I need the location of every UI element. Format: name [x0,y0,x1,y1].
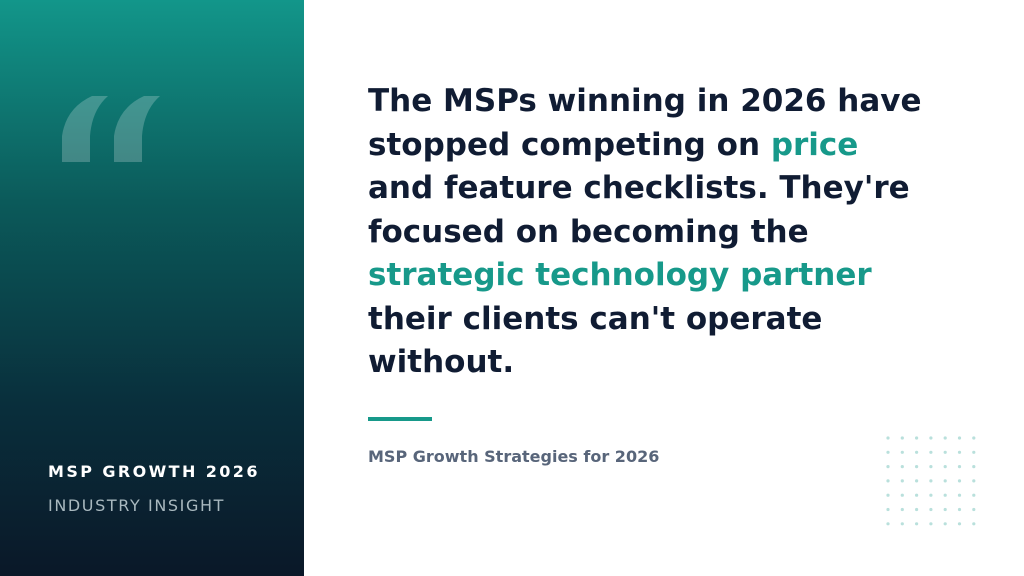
dot-grid-icon [886,436,976,526]
quote-highlight-price: price [770,126,859,163]
panel-subtitle: INDUSTRY INSIGHT [48,496,225,515]
accent-divider [368,417,432,421]
quote-mark-icon [62,96,160,162]
panel-title: MSP GROWTH 2026 [48,462,260,481]
quote-line: The MSPs winning in 2026 have [368,83,922,119]
quote-highlight-partner: strategic technology partner [368,257,872,293]
quote-line: focused on becoming the [368,213,809,250]
quote-line: stopped competing on [368,126,771,163]
quote-line: and feature checklists. They're [368,170,910,206]
quote-line: without. [368,344,515,380]
quote-source: MSP Growth Strategies for 2026 [368,447,660,466]
quote-text: The MSPs winning in 2026 have stopped co… [368,80,988,385]
quote-line: their clients can't operate [368,300,823,337]
left-panel: MSP GROWTH 2026 INDUSTRY INSIGHT [0,0,304,576]
